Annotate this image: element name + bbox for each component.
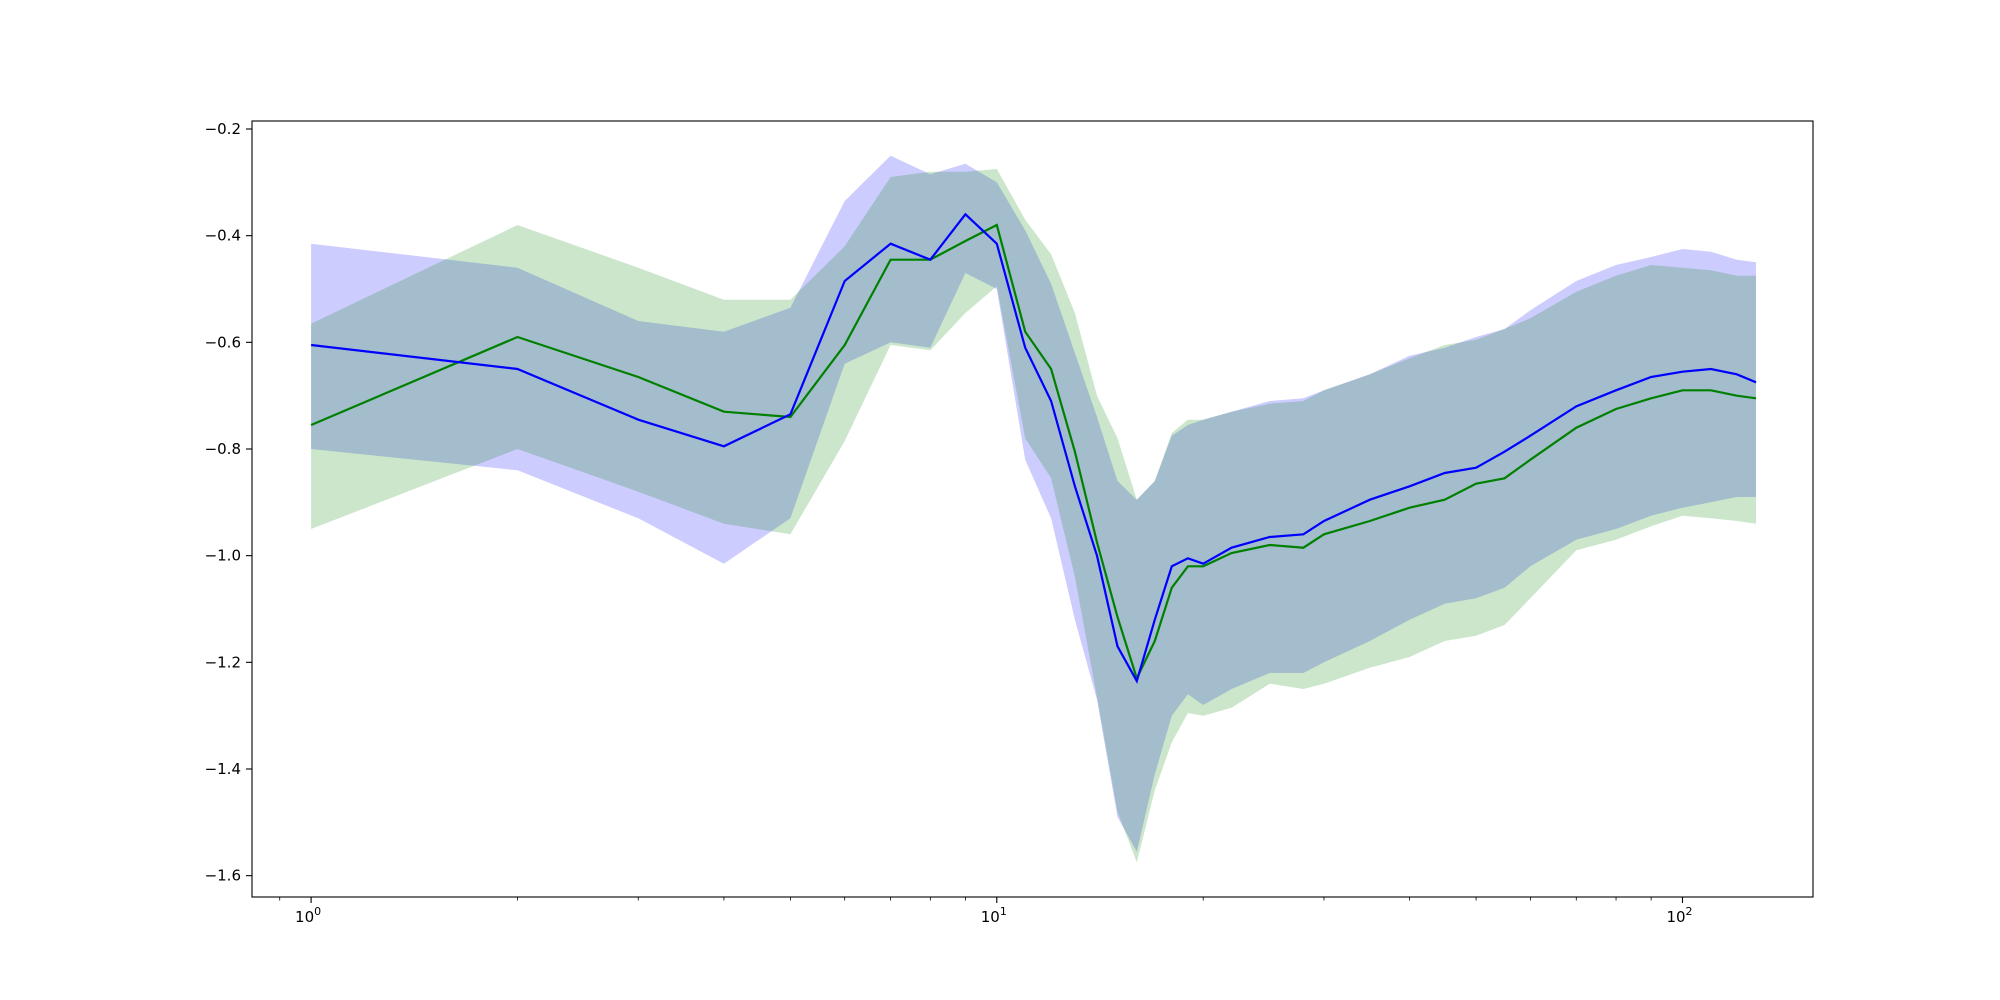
blue-series-line — [310, 212, 1757, 684]
x-tick-label: 100 — [295, 905, 321, 926]
y-tick-label: −1.6 — [205, 867, 241, 885]
y-tick-label: −1.4 — [205, 760, 241, 778]
green-confidence-band — [311, 169, 1757, 863]
confidence-bands — [311, 155, 1757, 863]
y-tick-label: −0.6 — [205, 333, 241, 351]
y-tick-label: −0.4 — [205, 227, 241, 245]
series-lines — [310, 212, 1757, 684]
axes-frame — [251, 120, 1814, 898]
y-axis-ticks: −0.2 −0.4 −0.6 −0.8 −1.0 −1.2 −1.4 −1.6 — [205, 120, 252, 885]
y-tick-label: −1.2 — [205, 653, 241, 671]
blue-confidence-band — [311, 155, 1757, 852]
x-tick-label: 101 — [981, 905, 1007, 926]
y-tick-label: −1.0 — [205, 547, 241, 565]
x-axis-ticks: 100 101 102 — [279, 897, 1693, 926]
green-series-line — [310, 223, 1757, 682]
y-tick-label: −0.2 — [205, 120, 241, 138]
y-tick-label: −0.8 — [205, 440, 241, 458]
x-tick-label: 102 — [1666, 905, 1692, 926]
